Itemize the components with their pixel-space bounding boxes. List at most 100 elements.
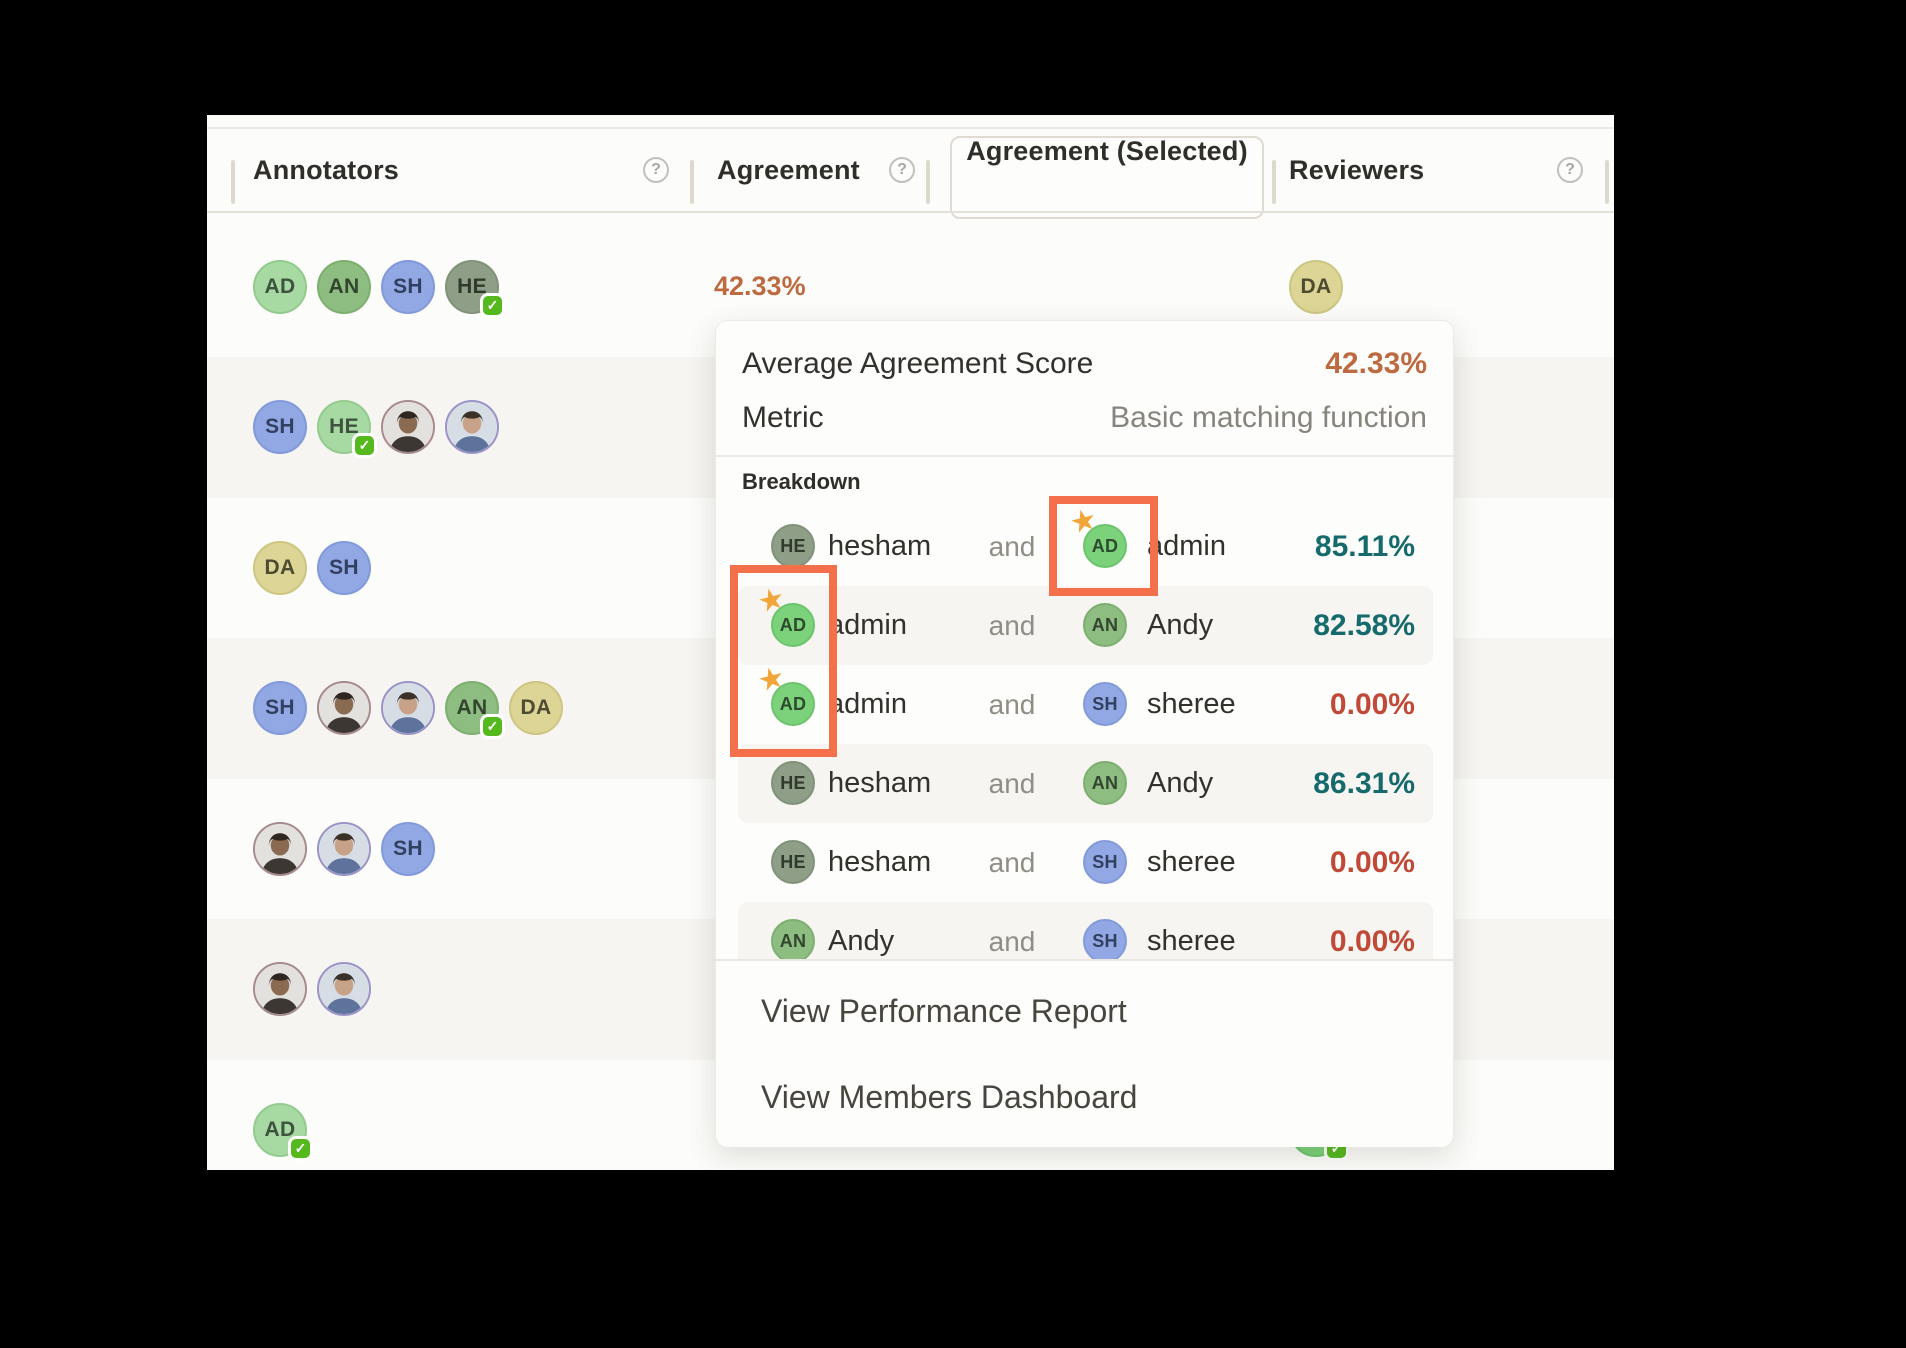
photo-avatar[interactable] [317,681,371,735]
avatar-initials: SH [393,274,423,298]
annotators-cell: SH AN ✓ DA [253,638,563,779]
verified-badge-icon: ✓ [352,433,377,458]
breakdown-score: 0.00% [1329,846,1415,879]
annotators-cell: SH [253,778,435,919]
annotators-cell [253,919,371,1060]
column-divider [690,160,694,204]
avatar-ad[interactable]: AD ★ [754,660,815,726]
column-divider [926,160,930,204]
breakdown-conjunction: and [988,926,1036,957]
photo-avatar[interactable] [253,821,307,876]
breakdown-row[interactable]: HE hesham and AD ★ admin 85.11% [738,507,1433,586]
avatar-initials: HE [329,415,359,438]
avatar-sh[interactable]: SH [1083,840,1127,884]
photo-avatar[interactable] [317,962,371,1016]
photo-avatar[interactable] [445,400,499,454]
reviewers-cell: DA [1289,216,1343,357]
avatar-he[interactable]: HE ✓ [445,259,505,318]
avatar-initials: SH [1092,930,1118,951]
breakdown-label: Breakdown [742,469,861,494]
breakdown-name: admin [828,609,907,641]
avatar-an[interactable]: AN [317,259,371,314]
breakdown-name: hesham [828,767,932,799]
avatar-he[interactable]: HE ✓ [317,400,377,458]
avatar-ad[interactable]: AD ★ [1066,507,1127,568]
view-performance-report-link[interactable]: View Performance Report [761,993,1127,1029]
highlight-box-annotation [1049,496,1158,596]
table-header: Annotators ? Agreement ? Agreement (Sele… [207,128,1614,219]
column-header-agreement-selected[interactable]: Agreement (Selected) [950,136,1264,219]
avatar-initials: AD [1091,535,1119,556]
avatar-initials: AN [456,696,488,719]
breakdown-row[interactable]: AN Andy and SH sheree 0.00% [738,902,1433,959]
avatar-an[interactable]: AN [1083,761,1127,805]
photo-avatar[interactable] [381,400,435,454]
annotators-cell: DA SH [253,497,371,638]
annotators-cell: SH HE ✓ [253,357,499,498]
avatar-da[interactable]: DA [253,540,307,595]
avatar-initials: SH [1092,693,1118,714]
breakdown-name: Andy [828,925,895,957]
avatar-he[interactable]: HE [771,761,815,805]
breakdown-row[interactable]: AD ★ admin and AN Andy 82.58% [738,581,1433,665]
avatar-sh[interactable]: SH [381,821,435,876]
avatar-an[interactable]: AN ✓ [445,681,505,739]
avatar-da[interactable]: DA [509,681,563,735]
breakdown-row[interactable]: AD ★ admin and SH sheree 0.00% [738,660,1433,744]
annotators-cell: AD ✓ [253,1059,313,1170]
help-icon[interactable]: ? [1557,157,1583,183]
verified-badge-icon: ✓ [480,292,505,318]
highlight-box-annotation [730,565,837,757]
verified-badge-icon: ✓ [480,714,505,739]
breakdown-name: sheree [1147,925,1236,957]
avatar-initials: AD [264,1117,296,1141]
table-row: DA SH [207,497,1614,638]
avatar-he[interactable]: HE [771,524,815,568]
photo-avatar[interactable] [253,962,307,1016]
avatar-da[interactable]: DA [1289,259,1343,314]
breakdown-name: sheree [1147,688,1236,720]
avatar-ad[interactable]: AD [253,259,307,314]
avatar-initials: DA [264,555,296,579]
breakdown-name: hesham [828,530,932,562]
avatar-sh[interactable]: SH [253,681,307,735]
average-agreement-value: 42.33% [1325,347,1427,380]
column-divider [231,160,235,204]
avatar-initials: AN [779,930,807,951]
avatar-sh[interactable]: SH [317,540,371,595]
avatar-he[interactable]: HE [771,840,815,884]
breakdown-name: hesham [828,846,932,878]
avatar-an[interactable]: AN [1083,603,1127,647]
avatar-initials: HE [457,274,487,298]
avatar-an[interactable]: AN [771,919,815,959]
verified-badge-icon: ✓ [288,1135,313,1161]
avatar-initials: HE [780,772,806,793]
column-divider [1605,160,1609,204]
avatar-sh[interactable]: SH [381,259,435,314]
column-divider [1272,160,1276,204]
photo-avatar[interactable] [317,821,371,876]
avatar-sh[interactable]: SH [1083,919,1127,959]
popup-footer: View Performance Report View Members Das… [716,959,1453,1147]
help-icon[interactable]: ? [643,157,669,183]
avatar-initials: AD [264,274,296,298]
breakdown-row[interactable]: HE hesham and SH sheree 0.00% [738,823,1433,902]
view-members-dashboard-link[interactable]: View Members Dashboard [761,1079,1138,1115]
breakdown-score: 85.11% [1314,530,1415,563]
agreement-value: 42.33% [714,271,806,301]
header-divider [207,211,1614,213]
breakdown-row[interactable]: HE hesham and AN Andy 86.31% [738,744,1433,823]
breakdown-conjunction: and [988,531,1036,562]
avatar-initials: AD [779,614,807,635]
metric-label: Metric [742,401,824,434]
help-icon[interactable]: ? [889,157,915,183]
avatar-ad[interactable]: AD ★ [754,581,815,647]
breakdown-name: admin [1147,530,1226,562]
avatar-ad[interactable]: AD✓ [253,1102,313,1161]
avatar-sh[interactable]: SH [253,400,307,454]
top-divider [207,127,1614,129]
column-header-reviewers: Reviewers [1289,155,1425,185]
photo-avatar[interactable] [381,681,435,735]
avatar-sh[interactable]: SH [1083,682,1127,726]
